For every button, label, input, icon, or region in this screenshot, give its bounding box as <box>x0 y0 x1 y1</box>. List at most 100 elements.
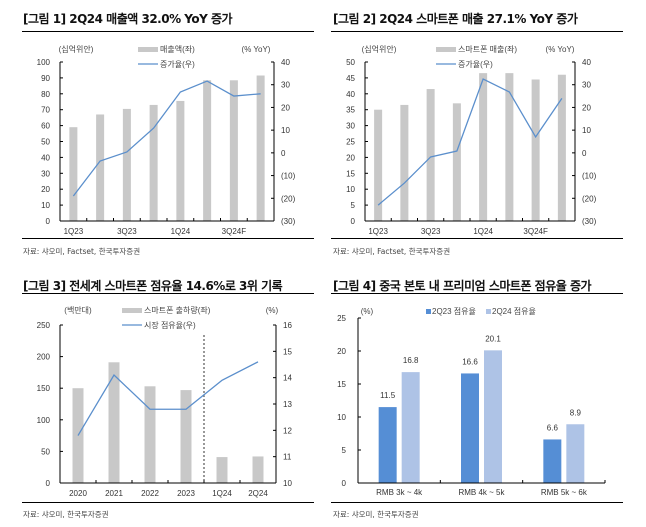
chart2-left-tick-label: 25 <box>346 138 355 147</box>
chart2-line-series <box>377 78 563 206</box>
chart1-left-tick-label: 90 <box>41 74 50 83</box>
chart4-source: 자료: 샤오미, 한국투자증권 <box>333 510 419 519</box>
chart2-legend-line-label: 증가율(우) <box>458 60 493 69</box>
chart2-bar <box>479 73 488 221</box>
chart2-bottom-rule <box>331 238 623 239</box>
chart2-right-tick-label: (10) <box>582 172 597 181</box>
chart2-legend-bar-swatch <box>436 47 456 52</box>
chart3-x-label: 2022 <box>141 489 159 498</box>
chart2-right-tick-label: 30 <box>582 81 591 90</box>
chart1-legend-bar-swatch <box>138 47 158 52</box>
chart1-right-unit: (% YoY) <box>242 45 271 54</box>
chart2-right-tick-label: 40 <box>582 58 591 67</box>
chart3-left-tick-label: 150 <box>37 384 51 393</box>
chart3-source: 자료: 샤오미, 한국투자증권 <box>23 510 109 519</box>
chart3-bar <box>252 456 264 483</box>
chart2-left-tick-label: 35 <box>346 106 355 115</box>
chart4-bar <box>543 439 562 483</box>
chart4-y-tick-label: 15 <box>337 380 346 389</box>
chart1-right-tick-label: 10 <box>281 126 290 135</box>
chart1-bottom-rule <box>22 238 314 239</box>
chart1-bar <box>176 100 185 221</box>
chart2-bar <box>505 73 514 221</box>
chart4-x-label: RMB 4k ~ 5k <box>458 488 505 497</box>
chart2-bar <box>400 104 409 221</box>
chart4-title: [그림 4] 중국 본토 내 프리미엄 스마트폰 점유율 증가 <box>333 279 592 293</box>
chart3-bar <box>144 386 156 483</box>
chart3-right-tick-label: 10 <box>283 479 292 488</box>
chart1-left-tick-label: 0 <box>46 217 51 226</box>
chart3-right-unit: (%) <box>266 306 279 315</box>
chart4-y-tick-label: 10 <box>337 413 346 422</box>
chart1-bar <box>149 104 158 221</box>
chart3-x-label: 1Q24 <box>212 489 232 498</box>
chart1-bar <box>229 80 238 221</box>
chart2-bar <box>557 74 566 221</box>
chart1-legend-bar-label: 매출액(좌) <box>160 44 195 54</box>
chart3-title-rule <box>22 293 314 294</box>
chart4-bar <box>461 373 479 483</box>
chart3-line-series <box>77 361 259 436</box>
chart3-svg: 0 50 100 150 200 250 10 11 12 13 14 15 16 2020 2021 202… <box>37 305 293 498</box>
chart4-legend-swatch-2q23 <box>426 309 431 314</box>
chart3-title: [그림 3] 전세계 스마트폰 점유율 14.6%로 3위 기록 <box>23 279 283 293</box>
chart4-data-label: 6.6 <box>547 423 559 432</box>
chart1-source: 자료: 샤오미, Factset, 한국투자증권 <box>23 247 141 256</box>
chart1-left-tick-label: 100 <box>37 58 51 67</box>
chart3-right-tick-label: 13 <box>283 400 292 409</box>
chart3-left-tick-label: 250 <box>37 321 51 330</box>
chart2-x-label: 3Q23 <box>421 227 441 236</box>
chart2-right-tick-label: 0 <box>582 149 587 158</box>
chart1-x-label: 1Q24 <box>171 227 191 236</box>
chart2-left-tick-label: 45 <box>346 74 355 83</box>
chart3-left-tick-label: 200 <box>37 353 51 362</box>
chart2-bar <box>531 79 540 222</box>
chart2-bar <box>374 109 383 221</box>
chart1-left-unit: (십억위안) <box>59 44 94 54</box>
chart4-bar <box>566 424 585 483</box>
chart3-x-label: 2023 <box>177 489 195 498</box>
chart2-right-unit: (% YoY) <box>546 45 575 54</box>
chart3-legend-line-label: 시장 점유율(우) <box>144 320 196 330</box>
chart1-left-tick-label: 70 <box>41 106 50 115</box>
chart2-legend-bar-label: 스마트폰 매출(좌) <box>458 44 517 54</box>
chart3-x-label: 2020 <box>69 489 87 498</box>
chart1-right-tick-label: (10) <box>281 172 296 181</box>
chart1-legend-line-label: 증가율(우) <box>160 60 195 69</box>
chart3-left-tick-label: 100 <box>37 416 51 425</box>
chart1-left-tick-label: 10 <box>41 201 50 210</box>
chart4-data-label: 16.6 <box>462 357 478 366</box>
chart1-left-tick-label: 60 <box>41 122 50 131</box>
chart2-right-tick-label: 10 <box>582 126 591 135</box>
chart4-legend-label-2q23: 2Q23 점유율 <box>432 306 476 316</box>
chart4-y-tick-label: 25 <box>337 314 346 323</box>
chart2-right-tick-label: 20 <box>582 103 591 112</box>
chart3-bottom-rule <box>22 502 314 503</box>
chart1-x-label: 1Q23 <box>64 227 84 236</box>
chart1-bar <box>122 108 131 221</box>
chart1-title: [그림 1] 2Q24 매출액 32.0% YoY 증가 <box>23 12 233 26</box>
chart1-left-tick-label: 40 <box>41 153 50 162</box>
chart1-title-rule <box>22 31 314 32</box>
chart4-y-tick-label: 5 <box>342 446 347 455</box>
chart2-title: [그림 2] 2Q24 스마트폰 매출 27.1% YoY 증가 <box>333 12 578 26</box>
chart3-left-tick-label: 50 <box>41 447 50 456</box>
chart4-bar <box>378 407 397 483</box>
chart1-bar <box>203 80 212 221</box>
chart4-y-tick-label: 0 <box>342 479 347 488</box>
chart2-right-tick-label: (20) <box>582 194 597 203</box>
chart4-data-label: 16.8 <box>403 356 419 365</box>
chart2-left-unit: (십억위안) <box>362 44 397 54</box>
chart1-right-tick-label: 0 <box>281 149 286 158</box>
chart2-source: 자료: 샤오미, Factset, 한국투자증권 <box>333 247 451 256</box>
chart3-right-tick-label: 12 <box>283 426 292 435</box>
chart3-right-tick-label: 11 <box>283 453 292 462</box>
chart4-data-label: 8.9 <box>570 408 582 417</box>
chart2-right-tick-label: (30) <box>582 217 597 226</box>
chart4-bar <box>484 350 502 483</box>
chart2-left-tick-label: 15 <box>346 169 355 178</box>
chart2-left-tick-label: 20 <box>346 153 355 162</box>
chart2-title-rule <box>331 31 623 32</box>
chart2-left-tick-label: 0 <box>351 217 356 226</box>
chart1-left-tick-label: 50 <box>41 138 50 147</box>
